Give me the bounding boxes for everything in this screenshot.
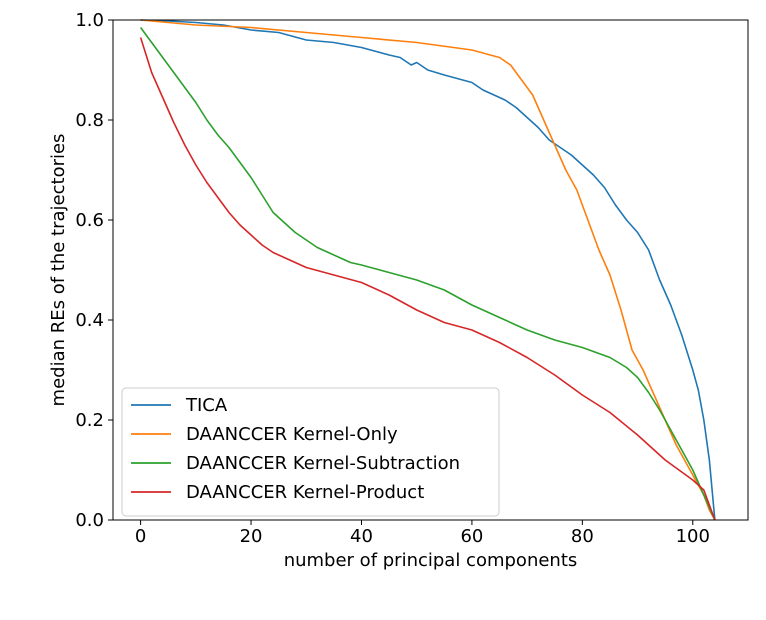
y-tick-label: 1.0 bbox=[75, 10, 104, 31]
legend-label-2: DAANCCER Kernel-Subtraction bbox=[186, 453, 460, 474]
x-tick-label: 60 bbox=[460, 526, 483, 547]
y-axis: 0.0 0.2 0.4 0.6 0.8 1.0 bbox=[75, 10, 113, 531]
legend-label-3: DAANCCER Kernel-Product bbox=[186, 482, 424, 503]
x-tick-label: 100 bbox=[676, 526, 710, 547]
y-tick-label: 0.2 bbox=[75, 410, 104, 431]
x-tick-label: 20 bbox=[240, 526, 263, 547]
series-line-0 bbox=[140, 19, 716, 521]
x-tick-label: 40 bbox=[350, 526, 373, 547]
x-axis: 0 20 40 60 80 100 bbox=[135, 520, 710, 547]
x-tick-label: 0 bbox=[135, 526, 146, 547]
legend: TICA DAANCCER Kernel-Only DAANCCER Kernel-… bbox=[121, 387, 500, 517]
y-tick-label: 0.0 bbox=[75, 510, 104, 531]
legend-label-1: DAANCCER Kernel-Only bbox=[186, 424, 398, 445]
x-axis-title: number of principal components bbox=[284, 550, 578, 571]
y-tick-label: 0.6 bbox=[75, 210, 104, 231]
y-axis-title: median REs of the trajectories bbox=[48, 134, 69, 407]
legend-label-0: TICA bbox=[185, 395, 228, 416]
series-layer bbox=[139, 19, 716, 521]
y-tick-label: 0.4 bbox=[75, 310, 104, 331]
series-line-1 bbox=[140, 19, 716, 521]
series-line-3 bbox=[139, 37, 716, 521]
plot-frame bbox=[112, 19, 749, 521]
legend-box bbox=[121, 387, 500, 517]
y-tick-label: 0.8 bbox=[75, 110, 104, 131]
x-tick-label: 80 bbox=[571, 526, 594, 547]
series-line-2 bbox=[139, 27, 716, 521]
